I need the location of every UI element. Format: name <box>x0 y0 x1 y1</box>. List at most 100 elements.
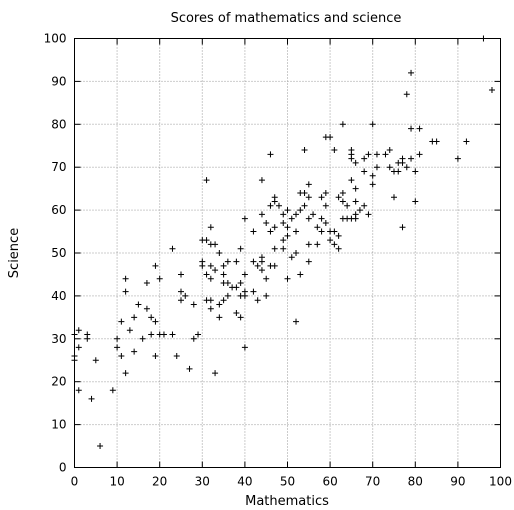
x-tick-label: 80 <box>408 475 423 489</box>
data-point <box>84 335 91 342</box>
data-point <box>403 91 410 98</box>
tick-labels: 0 10 20 30 40 50 60 70 80 90 100 0 10 20 30 40 50 60 70 80 9… <box>44 32 512 489</box>
data-point <box>241 215 248 222</box>
data-point <box>139 335 146 342</box>
data-point <box>386 147 393 154</box>
data-points <box>71 35 495 450</box>
data-point <box>237 280 244 287</box>
data-point <box>314 224 321 231</box>
data-point <box>92 357 99 364</box>
data-point <box>258 177 265 184</box>
data-point <box>241 292 248 299</box>
data-point <box>352 159 359 166</box>
data-point <box>305 194 312 201</box>
x-tick-label: 0 <box>71 475 79 489</box>
data-point <box>182 292 189 299</box>
x-tick-label: 50 <box>280 475 295 489</box>
y-tick-label: 80 <box>51 117 66 131</box>
data-point <box>339 198 346 205</box>
y-tick-label: 0 <box>59 461 67 475</box>
data-point <box>305 215 312 222</box>
data-point <box>327 134 334 141</box>
data-point <box>169 245 176 252</box>
data-point <box>454 155 461 162</box>
data-point <box>322 189 329 196</box>
data-point <box>203 237 210 244</box>
data-point <box>114 344 121 351</box>
data-point <box>288 215 295 222</box>
data-point <box>301 189 308 196</box>
data-point <box>284 275 291 282</box>
data-point <box>143 280 150 287</box>
plot-frame <box>74 38 501 468</box>
data-point <box>267 202 274 209</box>
data-point <box>305 181 312 188</box>
data-point <box>361 168 368 175</box>
data-point <box>369 181 376 188</box>
data-point <box>408 125 415 132</box>
data-point <box>122 288 129 295</box>
data-point <box>318 194 325 201</box>
y-axis-title: Science <box>7 228 22 278</box>
data-point <box>216 301 223 308</box>
data-point <box>216 250 223 256</box>
data-point <box>369 121 376 128</box>
data-point <box>280 211 287 218</box>
data-point <box>280 245 287 252</box>
data-point <box>224 280 231 287</box>
data-point <box>263 292 270 299</box>
data-point <box>216 314 223 321</box>
x-axis-title: Mathematics <box>245 494 329 509</box>
data-point <box>186 365 193 372</box>
data-point <box>395 168 402 175</box>
data-point <box>416 125 423 132</box>
data-point <box>160 331 167 338</box>
data-point <box>118 352 125 359</box>
data-point <box>280 219 287 226</box>
data-point <box>297 271 304 278</box>
data-point <box>356 207 363 214</box>
data-point <box>152 352 159 359</box>
data-point <box>403 164 410 171</box>
data-point <box>335 194 342 201</box>
data-point <box>335 245 342 252</box>
data-point <box>212 241 219 248</box>
data-point <box>361 155 368 162</box>
y-tick-label: 40 <box>51 289 66 303</box>
data-point <box>199 262 206 269</box>
data-point <box>207 297 214 304</box>
data-point <box>75 327 82 334</box>
data-point <box>220 297 227 304</box>
data-point <box>284 207 291 214</box>
data-point <box>207 275 214 282</box>
data-point <box>220 271 227 278</box>
data-point <box>241 271 248 278</box>
data-point <box>241 344 248 351</box>
data-point <box>331 241 338 248</box>
x-tick-label: 30 <box>195 475 210 489</box>
data-point <box>267 151 274 158</box>
data-point <box>284 224 291 231</box>
data-point <box>207 305 214 312</box>
data-point <box>207 262 214 269</box>
data-point <box>352 215 359 222</box>
data-point <box>293 250 300 256</box>
data-point <box>301 202 308 209</box>
y-tick-label: 20 <box>51 375 66 389</box>
data-point <box>126 327 133 334</box>
chart-title: Scores of mathematics and science <box>171 11 402 26</box>
data-point <box>301 147 308 154</box>
data-point <box>250 288 257 295</box>
data-point <box>75 344 82 351</box>
x-tick-label: 100 <box>489 475 512 489</box>
data-point <box>195 331 202 338</box>
data-point <box>114 335 121 342</box>
data-point <box>288 254 295 261</box>
data-point <box>271 198 278 205</box>
data-point <box>271 262 278 269</box>
data-point <box>293 228 300 235</box>
data-point <box>373 151 380 158</box>
data-point <box>131 348 138 355</box>
data-point <box>391 194 397 201</box>
data-point <box>275 202 282 209</box>
